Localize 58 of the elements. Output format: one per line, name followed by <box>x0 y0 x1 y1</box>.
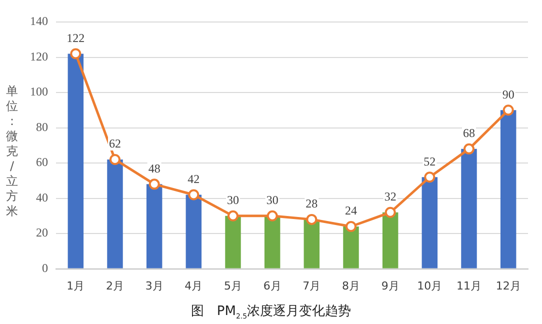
x-tick-label: 8月 <box>342 279 360 292</box>
point <box>188 189 200 200</box>
point <box>346 220 356 232</box>
bar <box>461 148 477 268</box>
x-tick-label: 9月 <box>381 279 400 292</box>
bar <box>422 177 438 268</box>
bar <box>264 216 280 268</box>
point <box>228 210 238 222</box>
x-tick-label: 10月 <box>417 279 442 292</box>
point <box>70 48 82 60</box>
x-tick-label: 11月 <box>456 279 482 292</box>
y-tick-label: 40 <box>36 190 48 204</box>
data-label: 48 <box>148 161 160 176</box>
data-label: 30 <box>266 193 278 208</box>
text: 单位：微克/立方米 <box>6 84 18 218</box>
point <box>424 172 436 183</box>
y-tick-label: 120 <box>30 49 48 64</box>
x-tick-label: 7月 <box>302 279 321 292</box>
bar <box>382 212 398 268</box>
y-tick-label: 0 <box>42 260 48 275</box>
point <box>266 210 278 222</box>
point <box>306 214 318 225</box>
bar <box>146 184 162 268</box>
bar <box>107 160 123 268</box>
x-tick-label: 2月 <box>106 279 124 292</box>
x-tick-label: 5月 <box>224 279 242 292</box>
data-label: 42 <box>188 172 200 186</box>
data-label: 28 <box>306 196 318 211</box>
x-tick-label: 6月 <box>263 279 282 292</box>
data-label: 52 <box>424 154 436 168</box>
y-tick-label: 20 <box>36 226 48 240</box>
point <box>502 104 514 116</box>
data-label: 32 <box>384 190 396 204</box>
bar <box>304 219 320 268</box>
y-tick-label: 140 <box>30 14 48 28</box>
x-tick-label: 4月 <box>184 279 203 292</box>
data-label: 62 <box>109 136 121 151</box>
data-label: 24 <box>345 204 357 218</box>
x-tick-label: 3月 <box>145 279 164 292</box>
y-tick-label: 60 <box>36 155 48 170</box>
x-tick-label: 1月 <box>66 279 85 292</box>
bar <box>186 194 202 268</box>
bar <box>68 54 84 268</box>
data-label: 90 <box>502 87 514 102</box>
y-tick-label: 80 <box>36 120 48 134</box>
point <box>148 178 160 190</box>
x-tick-label: 12月 <box>496 279 521 292</box>
point <box>110 154 120 166</box>
point <box>464 143 474 154</box>
text: 图 PM$_{2.5}$浓度逐月变化趋势 <box>190 303 352 321</box>
data-label: 122 <box>66 30 85 45</box>
y-tick-label: 100 <box>30 84 48 99</box>
data-label: 68 <box>463 126 475 140</box>
point <box>384 206 396 218</box>
bar <box>500 110 516 268</box>
bar <box>225 216 241 268</box>
data-label: 30 <box>227 193 239 208</box>
bar <box>343 226 359 268</box>
